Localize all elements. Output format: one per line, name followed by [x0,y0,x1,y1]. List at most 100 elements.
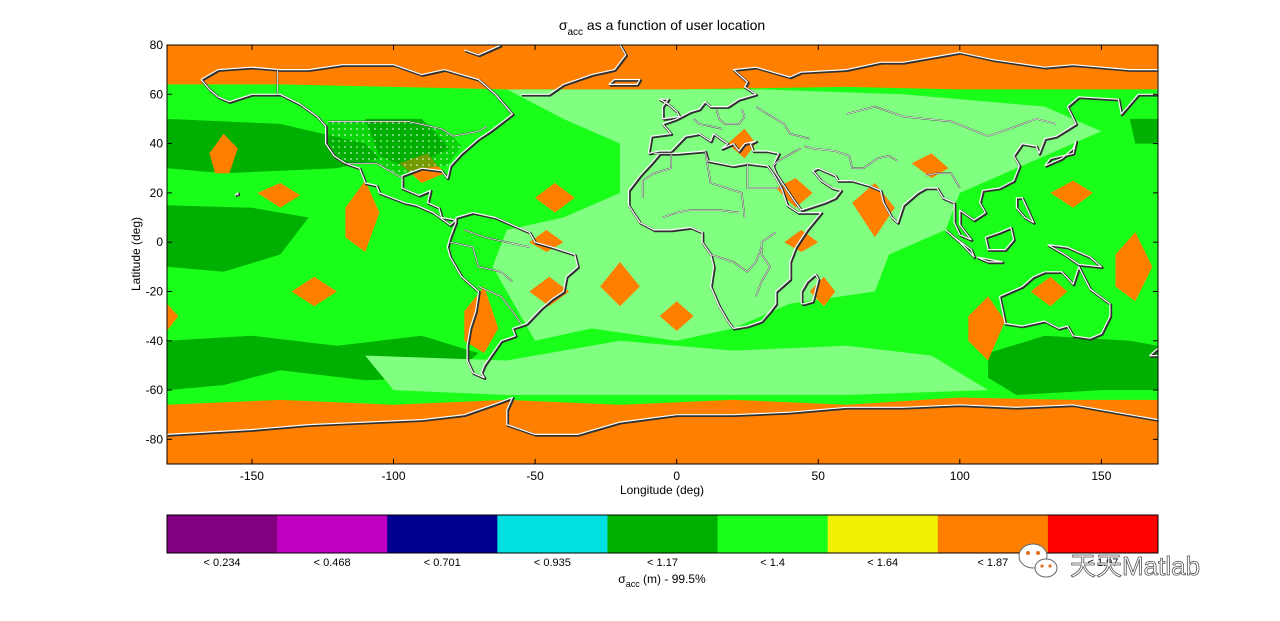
x-axis-label: Longitude (deg) [620,483,704,497]
contour-region-19 [464,286,499,354]
colorbar-bin [607,515,719,553]
border-10 [846,106,926,120]
coastline-15 [1015,197,1034,224]
y-tick-label: -20 [146,284,164,298]
y-tick-label: -80 [146,432,164,446]
contour-region-28 [911,153,949,179]
map-plot-area [167,45,1158,464]
colorbar-label-rest: (m) - 99.5% [640,572,706,586]
contour-region-22 [659,301,694,331]
colorbar-bin [277,515,388,553]
country-border-layer [276,69,1057,324]
colorbar-bin-label: < 1.87 [977,557,1008,569]
border-14 [755,232,777,297]
colorbar-bin-label: < 1.17 [647,557,678,569]
border-2 [345,162,403,179]
coastline-layer [167,45,1158,435]
contour-region-2 [167,205,309,272]
colorbar: < 0.234 < 0.468 < 0.701 < 0.935 < 1.17 < 1.4 <… [166,514,1159,569]
y-tick-label: 0 [156,235,163,249]
colorbar-bin [387,515,498,553]
border-5 [704,150,745,218]
colorbar-label-subscript: acc [626,579,641,589]
coastline-14 [984,226,1015,251]
coastline-7 [520,45,627,95]
contour-region-26 [809,276,836,307]
y-tick-label: 80 [150,38,164,52]
colorbar-bin-label: < 1.97 [1087,557,1118,569]
coastline-shadow-18 [235,192,241,198]
border-19 [464,229,530,248]
y-axis-label: Latitude (deg) [129,217,143,291]
colorbar-bin-label: < 1.64 [867,557,898,569]
watermark: 天天Matlab [1018,543,1200,581]
title-symbol: σ [559,17,568,33]
coastline-8 [464,45,502,56]
coastline-shadow-14 [985,227,1016,252]
border-18 [450,241,513,282]
us-region-dots [325,121,462,176]
contour-region-10 [167,397,1158,464]
coastline-4 [998,266,1111,339]
colorbar-bin [1047,515,1159,553]
colorbar-bin-label: < 0.701 [424,557,461,569]
border-11 [755,106,810,140]
contour-region-5 [1129,118,1158,144]
x-tick-label: -150 [240,469,264,483]
watermark-text: 天天Matlab [1070,551,1200,581]
contour-region-9 [167,45,1158,90]
y-tick-label: -40 [146,334,164,348]
coastline-1 [446,212,579,379]
contour-region-7 [492,89,1102,341]
coastline-5 [800,273,819,305]
x-tick-label: 50 [812,469,826,483]
colorbar-label-symbol: σ [618,572,626,586]
border-16 [662,209,739,218]
y-axis-ticks: -80 -60 -40 -20 0 20 40 60 80 [146,38,1158,446]
coastline-13 [976,256,1003,263]
coastline-shadow-8 [464,45,503,58]
colorbar-bin-label: < 0.468 [314,557,351,569]
colorbar-bin [497,515,608,553]
coastline-shadow-9 [608,79,643,87]
colorbar-label: σacc (m) - 99.5% [618,572,706,589]
border-4 [747,163,782,189]
contour-region-8 [365,340,989,395]
coastline-18 [234,192,239,196]
contour-region-13 [345,180,380,252]
coastline-0 [200,64,513,226]
coastline-10 [659,98,681,120]
coastline-6 [167,396,1158,435]
contour-region-31 [1115,232,1153,302]
colorbar-frame [166,514,1159,554]
contour-region-23 [727,128,756,159]
coastline-shadow-11 [1044,140,1079,168]
colorbar-bin [717,515,829,553]
contour-region-11 [209,133,238,174]
coastline-shadow-7 [521,45,628,97]
x-tick-label: -50 [526,469,544,483]
x-tick-label: 100 [950,469,970,483]
contour-region-20 [529,276,570,307]
contour-region-12 [257,183,301,208]
coastline-9 [608,78,641,85]
chart-title: σacc as a function of user location [559,17,765,38]
y-tick-label: 20 [150,186,164,200]
contour-region-29 [1050,180,1093,208]
title-subscript: acc [567,27,583,38]
contour-region-30 [1030,276,1068,307]
coastline-12 [945,229,975,258]
us-region-overlay [325,121,462,176]
border-9 [925,118,1057,137]
border-15 [710,246,762,273]
colorbar-bin [167,515,278,553]
border-13 [693,118,723,130]
border-3 [642,153,672,198]
wechat-logo-icon [1018,543,1058,578]
coastline-16 [1047,244,1102,268]
y-tick-label: -60 [146,383,164,397]
colorbar-bin-label: < 0.234 [204,557,241,569]
border-7 [804,145,898,169]
y-tick-label: 60 [150,87,164,101]
